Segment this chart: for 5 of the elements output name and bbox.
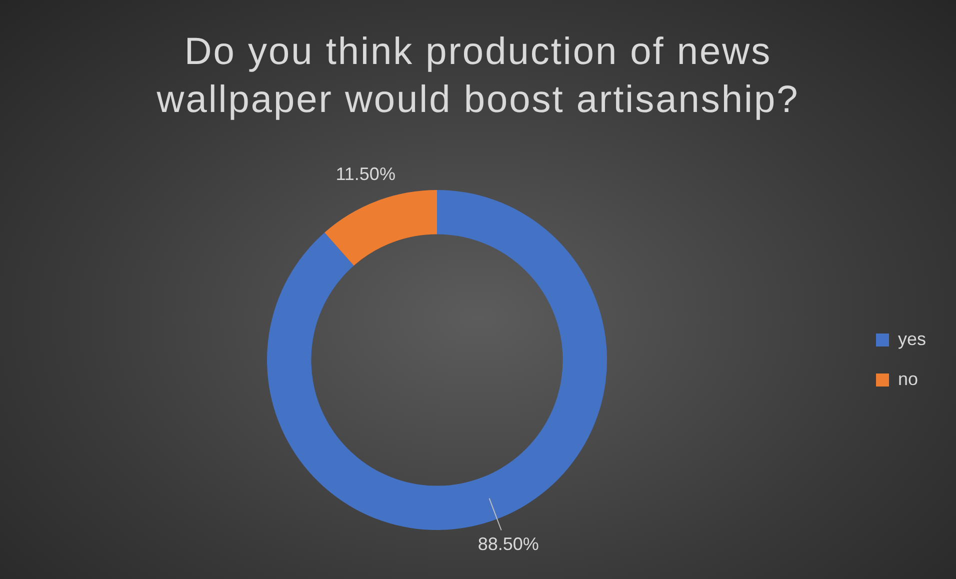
data-label: 11.50% bbox=[336, 164, 396, 184]
legend-label: yes bbox=[898, 328, 926, 349]
data-label: 88.50% bbox=[478, 534, 539, 554]
legend-label: no bbox=[898, 368, 918, 389]
chart-title: Do you think production of news wallpaper would boost artisanship? bbox=[156, 30, 800, 123]
